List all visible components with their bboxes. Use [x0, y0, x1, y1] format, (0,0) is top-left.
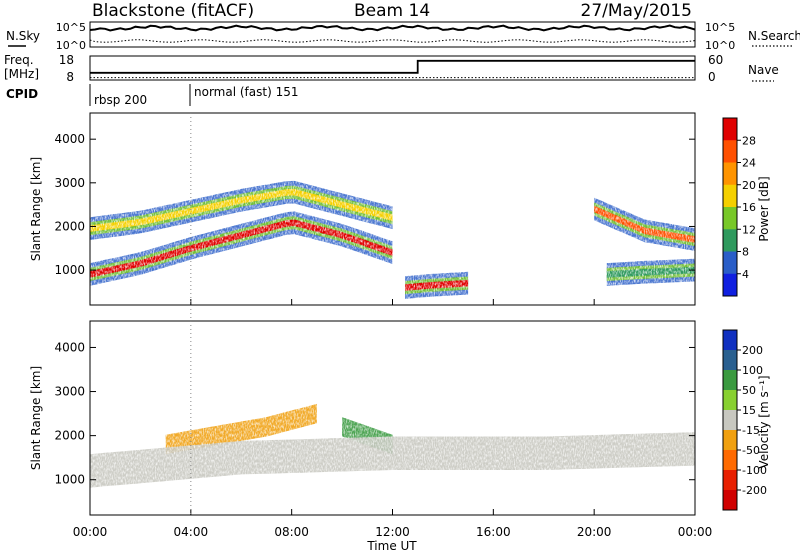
freq-trace	[90, 59, 695, 79]
power-cb-swatch-2	[723, 162, 737, 186]
xtick-label-4: 16:00	[476, 525, 511, 539]
power-cb-tick-label-3: 16	[742, 201, 756, 214]
power-cb-tick-label-6: 4	[742, 268, 749, 281]
date-label: 27/May/2015	[581, 1, 693, 21]
velocity-cb-swatch-6	[723, 450, 737, 471]
velocity-ytick-label-3000: 3000	[54, 385, 85, 399]
velocity-cb-swatch-0	[723, 330, 737, 351]
freq-left-label-line2: [MHz]	[4, 67, 39, 81]
power-y-axis: 1000 2000 3000 4000	[54, 132, 695, 277]
xtick-label-5: 20:00	[577, 525, 612, 539]
velocity-y-axis: 1000 2000 3000 4000	[54, 340, 695, 487]
power-colorbar-label: Power [dB]	[757, 176, 771, 241]
xtick-label-6: 00:00	[678, 525, 713, 539]
xtick-label-0: 00:00	[73, 525, 108, 539]
freq-right-tick-top: 60	[708, 53, 723, 67]
velocity-heatmap	[90, 321, 695, 515]
power-ylabel: Slant Range [km]	[29, 157, 43, 261]
velocity-cb-swatch-1	[723, 350, 737, 371]
power-ytick-label-1000: 1000	[54, 263, 85, 277]
xtick-label-3: 12:00	[375, 525, 410, 539]
velocity-cb-tick-label-7: -200	[742, 484, 767, 497]
power-cb-swatch-7	[723, 273, 737, 297]
cpid-segment-1: rbsp 200	[94, 93, 147, 107]
xtick-label-2: 08:00	[274, 525, 309, 539]
power-cb-tick-label-1: 24	[742, 157, 756, 170]
power-ytick-label-3000: 3000	[54, 176, 85, 190]
velocity-colorbar: 200 100 50 15 -15 -50 -100 -200	[722, 329, 767, 511]
noise-sky-trace	[89, 24, 696, 32]
velocity-cb-tick-label-3: 15	[742, 404, 756, 417]
velocity-ytick-label-2000: 2000	[54, 429, 85, 443]
freq-right-tick-bottom: 0	[708, 70, 716, 84]
cpid-label: CPID	[6, 87, 38, 101]
noise-left-tick-bottom: 10^0	[56, 39, 86, 52]
beam-label: Beam 14	[354, 1, 430, 21]
velocity-cb-swatch-4	[723, 410, 737, 431]
velocity-cb-swatch-5	[723, 430, 737, 451]
velocity-ytick-label-1000: 1000	[54, 473, 85, 487]
freq-left-tick-bottom: 8	[66, 70, 74, 84]
power-ytick-label-2000: 2000	[54, 219, 85, 233]
noise-panel-frame	[89, 21, 696, 48]
velocity-cb-tick-label-4: -15	[742, 424, 760, 437]
cpid-segment-2: normal (fast) 151	[194, 85, 298, 99]
power-cb-swatch-4	[723, 207, 737, 230]
velocity-cb-tick-label-6: -100	[742, 464, 767, 477]
velocity-cb-tick-label-2: 50	[742, 384, 756, 397]
noise-sky-line	[89, 24, 696, 32]
noise-right-tick-bottom: 10^0	[705, 39, 735, 52]
x-axis-label: Time UT	[366, 539, 417, 553]
velocity-cb-tick-label-1: 100	[742, 364, 763, 377]
nave-label: Nave	[748, 63, 779, 77]
xtick-label-1: 04:00	[174, 525, 209, 539]
velocity-cb-swatch-2	[723, 370, 737, 391]
power-cb-tick-label-4: 12	[742, 223, 756, 236]
noise-right-label: N.Search	[748, 29, 800, 43]
frequency-line	[90, 59, 695, 74]
freq-left-tick-top: 18	[59, 53, 74, 67]
power-cb-swatch-6	[723, 251, 737, 275]
power-cb-tick-label-5: 8	[742, 246, 749, 259]
velocity-colorbar-label: Velocity [m s⁻¹]	[757, 375, 771, 468]
power-cb-swatch-5	[723, 229, 737, 252]
power-cb-swatch-1	[723, 140, 737, 163]
velocity-cb-swatch-3	[723, 390, 737, 411]
velocity-cb-swatch-7	[723, 470, 737, 491]
power-cb-swatch-0	[723, 118, 737, 141]
power-heatmap	[90, 113, 695, 305]
power-cb-tick-label-0: 28	[742, 134, 756, 147]
noise-left-label: N.Sky	[6, 29, 40, 43]
freq-panel-frame	[89, 55, 696, 81]
noise-search-line	[89, 39, 696, 43]
power-colorbar: 28 24 20 16 12 8 4	[722, 117, 756, 297]
plot-title: Blackstone (fitACF)	[92, 1, 254, 21]
velocity-cb-tick-label-5: -50	[742, 444, 760, 457]
noise-right-tick-top: 10^5	[705, 21, 735, 34]
power-cb-tick-label-2: 20	[742, 179, 756, 192]
power-cb-swatch-3	[723, 184, 737, 208]
power-ytick-label-4000: 4000	[54, 132, 85, 146]
noise-search-trace	[89, 39, 696, 43]
velocity-cb-frame	[722, 329, 738, 511]
velocity-cb-tick-label-0: 200	[742, 344, 763, 357]
velocity-ytick-label-4000: 4000	[54, 340, 85, 354]
velocity-ylabel: Slant Range [km]	[29, 366, 43, 470]
x-axis: 00:00 04:00 08:00 12:00 16:00 20:00 00:00	[73, 113, 713, 539]
velocity-cb-swatch-8	[723, 490, 737, 511]
noise-left-tick-top: 10^5	[56, 21, 86, 34]
freq-left-label-line1: Freq.	[4, 53, 34, 67]
